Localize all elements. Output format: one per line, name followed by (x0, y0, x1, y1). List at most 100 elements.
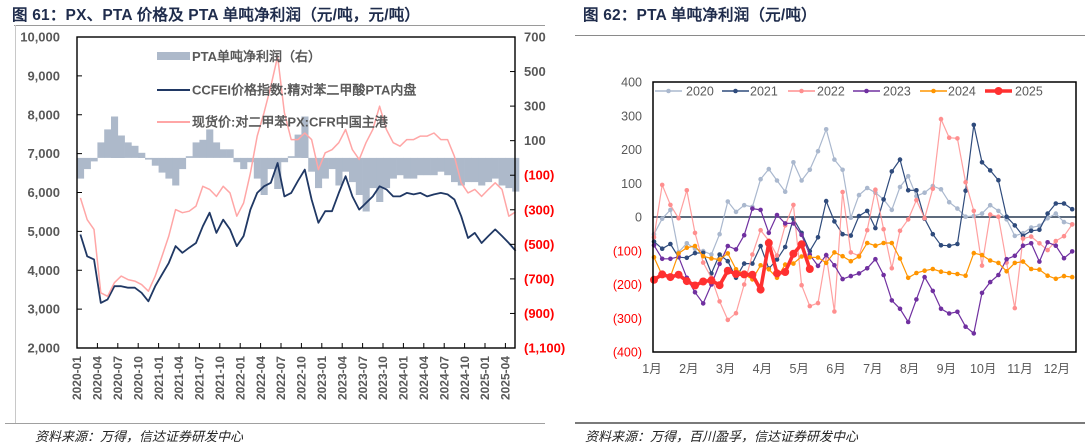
point-2021 (938, 243, 944, 248)
point-2020 (840, 167, 845, 173)
profit-bar (342, 157, 350, 172)
point-2024 (930, 266, 936, 272)
x-axis-label: 7月 (863, 362, 882, 376)
profit-bar (444, 157, 452, 176)
point-2024 (856, 254, 862, 259)
point-2023 (963, 324, 968, 330)
point-2023 (922, 274, 927, 280)
point-2021 (873, 225, 878, 231)
y-axis-label: 300 (621, 109, 642, 123)
point-2020 (684, 241, 690, 246)
point-2024 (692, 243, 698, 249)
x-axis-label: 2022-04 (254, 356, 268, 400)
point-2020 (823, 127, 829, 132)
x-axis-label: 2022-01 (233, 356, 247, 400)
point-2022 (840, 189, 845, 195)
x-axis-label: 2020-07 (111, 356, 125, 400)
y-axis-label: (100) (613, 244, 642, 258)
source-note-right: 资料来源：万得，百川盈孚，信达证券研发中心 (585, 430, 859, 445)
right-axis-label: (100) (524, 168, 554, 183)
legend-label-2021: 2021 (750, 85, 778, 99)
legend: 2020 2021 2022 2023 2024 2025 (655, 85, 1043, 99)
point-2023 (881, 272, 886, 278)
point-2024 (848, 258, 854, 264)
left-axis-label: 2,000 (27, 341, 60, 356)
profit-bar (219, 149, 227, 158)
profit-bar (151, 157, 159, 166)
point-2024 (840, 253, 845, 259)
point-2023 (848, 273, 854, 279)
point-2021 (1028, 228, 1034, 234)
point-2022 (1053, 238, 1059, 244)
point-2023 (873, 256, 878, 262)
point-2024 (963, 273, 968, 278)
line-2025 (653, 241, 812, 292)
profit-bar (111, 116, 119, 158)
x-axis-label: 2020-04 (91, 356, 105, 400)
point-2023 (791, 221, 796, 226)
profit-bar (131, 145, 139, 158)
point-2023 (700, 301, 706, 306)
point-2021 (914, 188, 919, 193)
point-2023 (840, 276, 845, 282)
y-axis-label: 400 (621, 76, 642, 90)
profit-bar (247, 157, 255, 163)
point-2023 (717, 261, 722, 267)
point-2024 (1061, 273, 1067, 279)
legend-label-2024: 2024 (948, 85, 976, 99)
point-2024 (832, 250, 837, 255)
point-2023 (987, 279, 993, 285)
point-2022 (864, 227, 870, 233)
point-2022 (1045, 247, 1050, 253)
left-axis-label: 3,000 (27, 302, 60, 317)
point-2023 (938, 306, 944, 312)
point-2020 (791, 160, 796, 165)
line-2023 (653, 208, 1073, 334)
point-2025 (748, 270, 757, 279)
series-2020 (651, 127, 1075, 257)
point-2024 (725, 251, 731, 256)
point-2024 (955, 271, 960, 277)
profit-bar (457, 157, 465, 186)
point-2021 (815, 235, 821, 240)
profit-bar (423, 157, 431, 176)
point-2021 (774, 257, 780, 262)
point-2024 (914, 270, 919, 276)
profit-bar (410, 157, 418, 179)
legend-label-px: 现货价:对二甲苯PX:CFR中国主港 (192, 115, 389, 130)
profit-bar (206, 129, 214, 158)
profit-bar (308, 157, 316, 172)
right-axis-label: 500 (524, 64, 546, 79)
line-2020 (653, 128, 1073, 256)
point-2022 (725, 317, 731, 323)
profit-bar (192, 142, 200, 158)
right-axis-label: 300 (524, 99, 546, 114)
point-2022 (807, 303, 813, 309)
point-2022 (750, 252, 755, 257)
point-2023 (823, 252, 829, 258)
x-axis-label: 8月 (900, 362, 919, 376)
point-2025 (805, 265, 814, 273)
point-2024 (1069, 274, 1075, 280)
point-2021 (963, 188, 968, 193)
point-2024 (889, 240, 895, 246)
series-2025 (650, 239, 814, 294)
point-2024 (807, 254, 813, 260)
point-2020 (668, 207, 673, 213)
bottom-divider-left (5, 423, 545, 424)
point-2023 (766, 230, 772, 236)
point-2022 (1020, 236, 1026, 241)
x-axis-label: 2024-01 (397, 356, 411, 400)
point-2024 (922, 268, 927, 273)
profit-bar (158, 157, 166, 173)
point-2025 (691, 281, 699, 290)
profit-bar (226, 149, 234, 158)
point-2024 (1020, 259, 1026, 264)
point-2024 (717, 257, 722, 262)
point-2022 (922, 216, 927, 221)
point-2020 (864, 185, 870, 191)
point-2022 (987, 212, 993, 217)
point-2022 (1012, 305, 1018, 311)
point-2021 (1012, 223, 1018, 228)
point-2023 (971, 331, 977, 336)
